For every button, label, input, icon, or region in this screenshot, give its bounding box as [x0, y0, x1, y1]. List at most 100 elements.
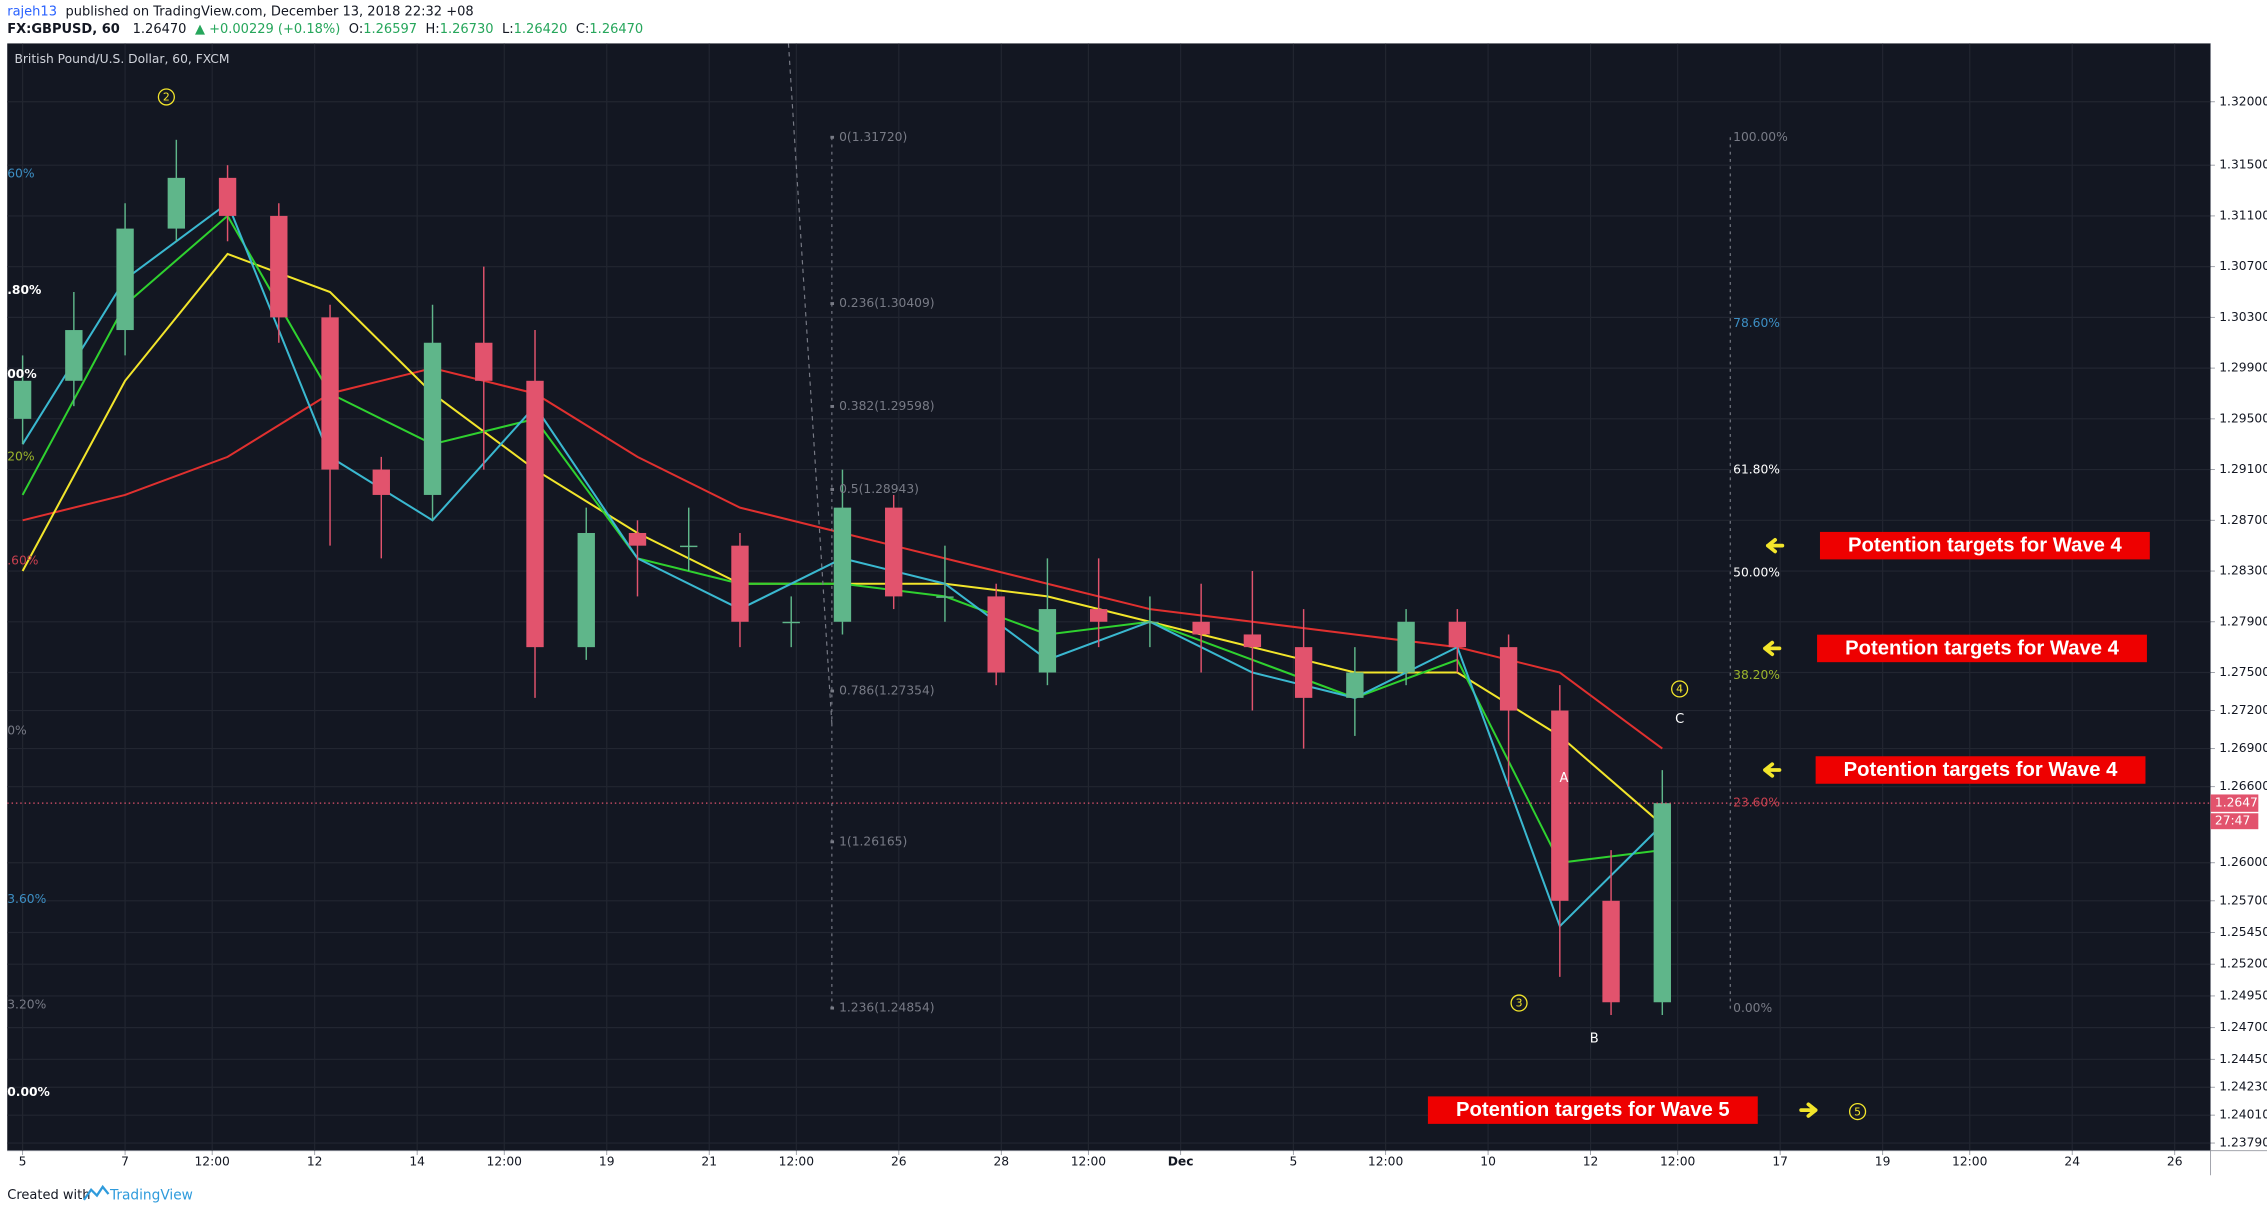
- candle-body: [782, 621, 800, 624]
- y-tick-label: 1.29500: [2219, 411, 2267, 425]
- annotation-text: Potention targets for Wave 4: [1848, 535, 2122, 557]
- fib-clipped-label: 0%: [7, 723, 26, 737]
- annotation-text: Potention targets for Wave 4: [1845, 637, 2119, 659]
- fib-label: 0.786(1.27354): [839, 684, 935, 698]
- wave-label: 4: [1676, 683, 1683, 696]
- symbol: FX:GBPUSD, 60: [7, 21, 120, 36]
- fib-clipped-label: .80%: [7, 283, 41, 297]
- wave-circle: [1671, 680, 1689, 698]
- candle-body: [475, 342, 493, 381]
- countdown-label: 27:47: [2215, 814, 2250, 828]
- fib-clipped-label: .60%: [7, 553, 38, 567]
- fib-clipped-label: 3.60%: [7, 892, 46, 906]
- x-tick-label: 7: [121, 1155, 129, 1169]
- wave-label: 2: [163, 91, 170, 104]
- candle-body: [628, 532, 647, 546]
- fib-dot: [830, 840, 835, 844]
- y-tick-label: 1.24230: [2219, 1080, 2267, 1094]
- fib-dot: [830, 1006, 835, 1010]
- candle-body: [680, 545, 698, 548]
- wave-circle: [157, 88, 175, 106]
- x-tick-label: 26: [891, 1155, 907, 1169]
- fib-clipped-label: 0.00%: [7, 1085, 50, 1099]
- x-tick-label: 12: [307, 1155, 323, 1169]
- wave-letter: C: [1675, 712, 1684, 727]
- fib-dot: [830, 302, 835, 305]
- candle-body: [1192, 621, 1210, 635]
- author[interactable]: rajeh13: [7, 4, 57, 19]
- y-tick-label: 1.29900: [2219, 361, 2267, 375]
- annotation-box: [1819, 531, 2150, 560]
- x-tick-label: 10: [1480, 1155, 1496, 1169]
- annotation-arrow: [1763, 762, 1782, 778]
- x-tick-label: 14: [409, 1155, 425, 1169]
- x-tick-label: 12:00: [1071, 1155, 1106, 1169]
- y-tick-label: 1.27500: [2219, 665, 2267, 679]
- y-tick-label: 1.28300: [2219, 564, 2267, 578]
- candle-body: [1448, 621, 1467, 648]
- x-tick-label: 17: [1772, 1155, 1788, 1169]
- wave-label: 3: [1516, 997, 1523, 1010]
- x-tick-label: 5: [1289, 1155, 1297, 1169]
- x-tick-label: Dec: [1168, 1155, 1194, 1169]
- annotation-text: Potention targets for Wave 5: [1456, 1099, 1730, 1121]
- candle-body: [1294, 647, 1313, 698]
- change: ▲ +0.00229 (+0.18%): [195, 21, 340, 36]
- published: published on TradingView.com, December 1…: [65, 4, 473, 19]
- x-tick-label: 12:00: [779, 1155, 814, 1169]
- candle-body: [13, 380, 32, 419]
- x-tick-label: 26: [2167, 1155, 2183, 1169]
- x-tick-label: 28: [993, 1155, 1009, 1169]
- candle-body: [1089, 609, 1108, 622]
- ohlc-key: C:: [576, 21, 589, 36]
- fib-label: 0.236(1.30409): [839, 296, 935, 310]
- fib-level-label: 23.60%: [1733, 795, 1780, 809]
- y-tick-label: 1.29100: [2219, 462, 2267, 476]
- annotation-box: [1817, 634, 2147, 663]
- candle-body: [1602, 900, 1620, 1003]
- fib-dot: [830, 488, 835, 491]
- y-tick-label: 1.23790: [2219, 1136, 2267, 1150]
- candle-body: [885, 507, 903, 597]
- y-tick-label: 1.31100: [2219, 208, 2267, 222]
- countdown-box: [2210, 813, 2259, 830]
- x-tick-label: 24: [2064, 1155, 2080, 1169]
- candle-body: [270, 215, 288, 318]
- fib-dot: [830, 404, 835, 408]
- candle-body: [1499, 647, 1518, 711]
- ohlc-value: 1.26730: [440, 21, 494, 36]
- candle-body: [833, 507, 852, 622]
- wave-letter: A: [1559, 771, 1568, 786]
- header-line: rajeh13 published on TradingView.com, De…: [7, 4, 473, 19]
- candle-body: [1141, 621, 1159, 624]
- wave-label: 5: [1854, 1105, 1861, 1118]
- fib-clipped-label: 60%: [7, 167, 34, 181]
- y-tick-label: 1.26000: [2219, 855, 2267, 869]
- y-tick-label: 1.24010: [2219, 1108, 2267, 1122]
- last: 1.26470: [133, 21, 187, 36]
- x-tick-label: 19: [599, 1155, 615, 1169]
- fib-level-label: 38.20%: [1733, 668, 1780, 682]
- footer-brand[interactable]: TradingView: [109, 1188, 193, 1204]
- fib-level-label: 78.60%: [1733, 316, 1780, 330]
- y-tick-label: 1.28700: [2219, 513, 2267, 527]
- annotation-arrow: [1799, 1102, 1818, 1118]
- x-tick-label: 12:00: [1952, 1155, 1987, 1169]
- annotation-arrow: [1763, 640, 1782, 657]
- candle-body: [936, 596, 954, 598]
- grid: 1.32000 1.31500 1.31100 1.30700 1.30300 1.299…: [7, 43, 2267, 1169]
- y-tick-label: 1.31500: [2219, 158, 2267, 172]
- candle-body: [1551, 710, 1569, 901]
- plot-area: [7, 43, 2211, 1151]
- fib-label: 1(1.26165): [839, 834, 907, 848]
- y-tick-label: 1.27200: [2219, 703, 2267, 717]
- candle-body: [731, 545, 749, 622]
- fib-level-label: 50.00%: [1733, 565, 1780, 579]
- ohlc-key: H:: [426, 21, 440, 36]
- fib-label: 0(1.31720): [839, 130, 907, 144]
- fib-clipped-label: 20%: [7, 449, 34, 463]
- y-tick-label: 1.24950: [2219, 988, 2267, 1002]
- fib-clipped-label: 00%: [7, 367, 36, 381]
